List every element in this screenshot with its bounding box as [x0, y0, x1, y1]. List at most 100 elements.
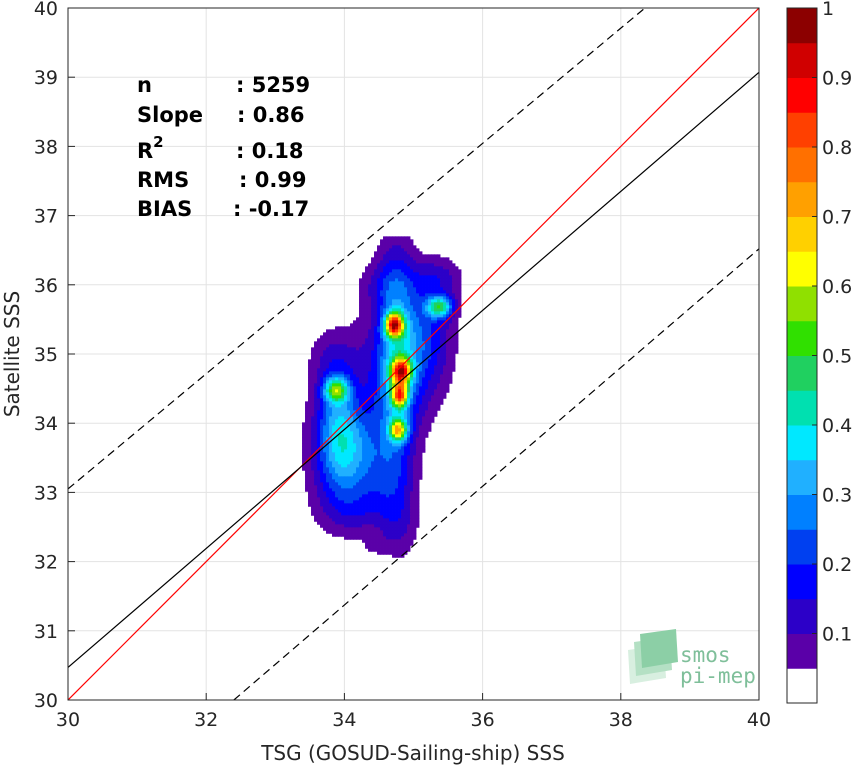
density-cell — [362, 449, 366, 453]
density-cell — [398, 422, 402, 426]
density-cell — [419, 332, 423, 336]
density-cell — [398, 440, 402, 444]
density-cell — [434, 323, 438, 327]
density-cell — [332, 332, 336, 336]
density-cell — [431, 263, 435, 267]
density-cell — [416, 317, 420, 321]
density-cell — [413, 371, 417, 375]
density-cell — [329, 446, 333, 450]
density-cell — [401, 503, 405, 507]
density-cell — [341, 398, 345, 402]
density-cell — [404, 371, 408, 375]
density-cell — [413, 500, 417, 504]
density-cell — [359, 497, 363, 501]
density-cell — [374, 275, 378, 279]
density-cell — [416, 515, 420, 519]
density-cell — [371, 539, 375, 543]
density-cell — [344, 461, 348, 465]
density-cell — [422, 368, 426, 372]
density-cell — [413, 401, 417, 405]
density-cell — [347, 455, 351, 459]
density-cell — [320, 404, 324, 408]
density-cell — [350, 512, 354, 516]
density-cell — [386, 299, 390, 303]
density-cell — [413, 257, 417, 261]
density-cell — [359, 344, 363, 348]
density-cell — [416, 416, 420, 420]
density-cell — [383, 494, 387, 498]
density-cell — [347, 350, 351, 354]
density-cell — [413, 476, 417, 480]
density-cell — [449, 281, 453, 285]
x-tick-label: 32 — [194, 709, 218, 731]
density-cell — [383, 446, 387, 450]
density-cell — [416, 296, 420, 300]
density-cell — [368, 521, 372, 525]
density-cell — [314, 344, 318, 348]
density-cell — [386, 524, 390, 528]
density-cell — [398, 398, 402, 402]
density-cell — [374, 431, 378, 435]
density-cell — [416, 338, 420, 342]
density-cell — [419, 389, 423, 393]
density-cell — [452, 320, 456, 324]
density-cell — [377, 536, 381, 540]
density-cell — [383, 419, 387, 423]
density-cell — [407, 284, 411, 288]
density-cell — [338, 440, 342, 444]
density-cell — [449, 299, 453, 303]
density-cell — [407, 335, 411, 339]
density-cell — [383, 407, 387, 411]
density-cell — [377, 344, 381, 348]
density-cell — [422, 347, 426, 351]
density-cell — [380, 335, 384, 339]
density-cell — [458, 281, 462, 285]
density-cell — [413, 332, 417, 336]
density-cell — [335, 365, 339, 369]
density-cell — [446, 347, 450, 351]
density-cell — [347, 395, 351, 399]
density-cell — [437, 254, 441, 258]
density-cell — [455, 329, 459, 333]
density-cell — [341, 455, 345, 459]
density-cell — [377, 383, 381, 387]
density-cell — [335, 506, 339, 510]
density-cell — [416, 320, 420, 324]
density-cell — [329, 383, 333, 387]
density-cell — [338, 452, 342, 456]
density-cell — [416, 413, 420, 417]
density-cell — [374, 425, 378, 429]
density-cell — [320, 467, 324, 471]
density-cell — [416, 341, 420, 345]
density-cell — [347, 509, 351, 513]
density-cell — [431, 371, 435, 375]
density-cell — [386, 473, 390, 477]
density-cell — [362, 344, 366, 348]
density-cell — [362, 458, 366, 462]
density-cell — [332, 440, 336, 444]
density-cell — [326, 338, 330, 342]
density-cell — [434, 305, 438, 309]
density-cell — [377, 245, 381, 249]
density-cell — [377, 464, 381, 468]
density-cell — [407, 404, 411, 408]
density-cell — [374, 308, 378, 312]
density-cell — [353, 368, 357, 372]
density-cell — [311, 398, 315, 402]
density-cell — [434, 398, 438, 402]
density-cell — [335, 473, 339, 477]
density-cell — [323, 419, 327, 423]
density-cell — [362, 293, 366, 297]
density-cell — [416, 326, 420, 330]
density-cell — [329, 476, 333, 480]
density-cell — [431, 287, 435, 291]
density-cell — [314, 425, 318, 429]
density-cell — [347, 479, 351, 483]
density-cell — [410, 242, 414, 246]
density-cell — [332, 389, 336, 393]
density-cell — [371, 443, 375, 447]
density-cell — [356, 350, 360, 354]
density-cell — [350, 458, 354, 462]
density-cell — [380, 293, 384, 297]
density-cell — [368, 335, 372, 339]
